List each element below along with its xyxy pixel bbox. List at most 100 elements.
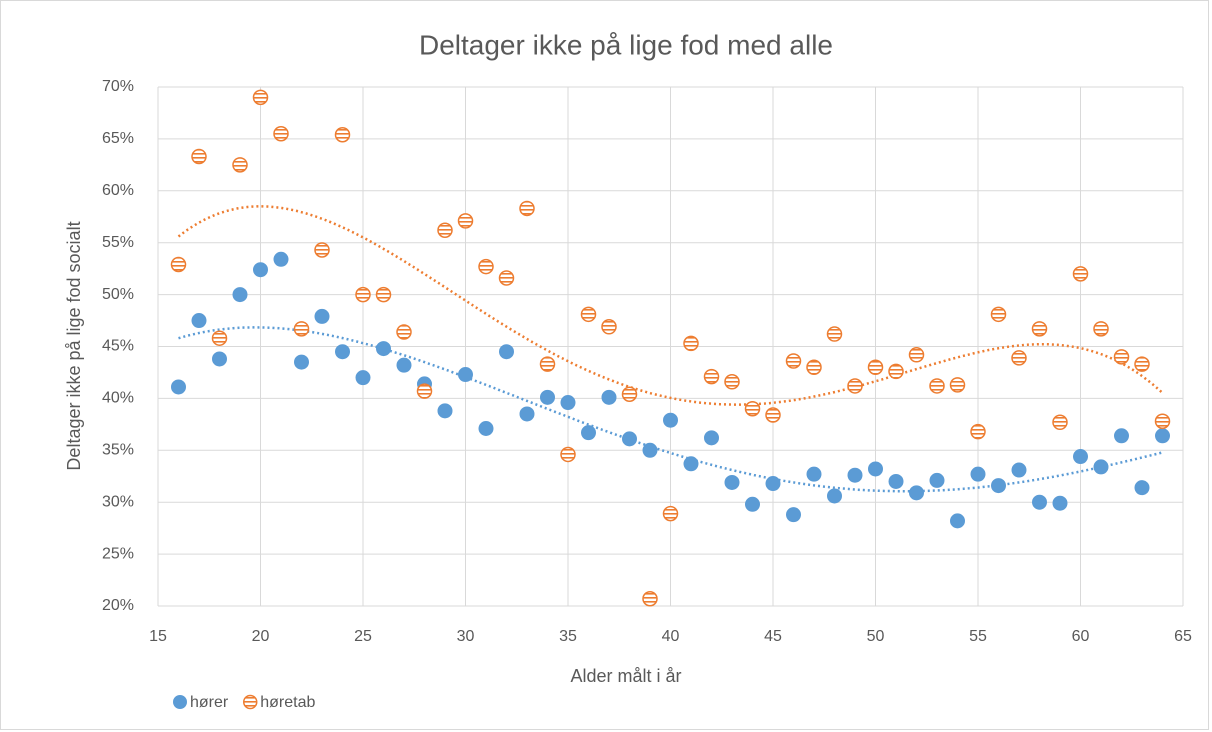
data-point xyxy=(396,357,412,373)
data-point xyxy=(826,326,843,342)
y-tick-label: 65% xyxy=(102,130,134,147)
data-point xyxy=(991,478,1006,494)
x-tick-label: 35 xyxy=(559,628,577,645)
data-point xyxy=(786,507,801,523)
data-point xyxy=(560,395,576,411)
data-point xyxy=(478,421,494,437)
data-point xyxy=(949,377,966,393)
data-point xyxy=(170,256,187,273)
data-point xyxy=(867,359,884,376)
x-tick-label: 30 xyxy=(457,628,475,645)
data-point xyxy=(683,335,699,352)
data-point xyxy=(1052,414,1068,431)
data-point xyxy=(457,213,474,229)
data-point xyxy=(191,313,207,329)
data-point xyxy=(437,222,453,238)
data-point xyxy=(765,407,781,423)
data-point xyxy=(806,359,822,376)
data-point xyxy=(868,461,883,477)
data-point xyxy=(744,401,761,417)
data-point xyxy=(519,200,535,217)
data-point xyxy=(745,496,760,512)
x-tick-label: 55 xyxy=(969,628,987,645)
data-point xyxy=(1155,428,1170,444)
data-point xyxy=(355,286,371,303)
legend-marker xyxy=(173,695,187,709)
y-tick-label: 60% xyxy=(102,182,134,199)
data-point xyxy=(847,467,863,483)
data-point xyxy=(540,389,555,405)
x-tick-label: 50 xyxy=(867,628,885,645)
x-tick-label: 65 xyxy=(1174,628,1192,645)
data-point xyxy=(498,270,515,286)
data-point xyxy=(601,389,617,405)
data-point xyxy=(478,258,494,275)
data-point xyxy=(273,125,289,142)
x-tick-label: 45 xyxy=(764,628,782,645)
y-tick-label: 55% xyxy=(102,234,134,251)
y-axis-label: Deltager ikke på lige fod socialt xyxy=(64,221,84,470)
data-point xyxy=(1032,494,1047,510)
data-point xyxy=(663,412,678,428)
data-point xyxy=(458,367,473,383)
chart-title: Deltager ikke på lige fod med alle xyxy=(419,29,833,60)
data-point xyxy=(1072,266,1089,282)
data-point xyxy=(1052,495,1068,511)
data-point xyxy=(539,356,556,372)
y-tick-label: 40% xyxy=(102,390,134,407)
data-point xyxy=(1073,449,1088,465)
data-point xyxy=(581,425,596,441)
data-point xyxy=(704,430,719,446)
data-point xyxy=(765,476,781,492)
data-point xyxy=(621,386,638,402)
data-point xyxy=(908,347,925,363)
data-point xyxy=(171,379,186,395)
data-point xyxy=(970,423,986,440)
data-point xyxy=(273,251,289,267)
data-point xyxy=(950,513,965,529)
data-point xyxy=(191,148,207,165)
data-point xyxy=(642,442,658,458)
data-point xyxy=(375,286,392,303)
x-tick-label: 60 xyxy=(1072,628,1090,645)
data-point xyxy=(1134,356,1150,372)
data-point xyxy=(1093,459,1109,475)
data-point xyxy=(232,157,248,173)
data-point xyxy=(396,324,412,340)
data-point xyxy=(1113,349,1130,365)
y-tick-label: 45% xyxy=(102,338,134,355)
data-point xyxy=(416,383,433,399)
data-point xyxy=(703,368,720,385)
data-point xyxy=(580,306,597,323)
y-tick-label: 50% xyxy=(102,286,134,303)
data-point xyxy=(929,378,945,394)
y-tick-label: 35% xyxy=(102,442,134,459)
data-point xyxy=(252,89,269,106)
data-point xyxy=(970,466,986,482)
data-point xyxy=(847,378,863,394)
data-point xyxy=(1114,428,1129,444)
data-point xyxy=(622,431,637,447)
data-point xyxy=(293,321,310,337)
legend-label: hører xyxy=(190,694,229,711)
legend-label: høretab xyxy=(260,694,315,711)
x-tick-label: 25 xyxy=(354,628,372,645)
x-axis-label: Alder målt i år xyxy=(570,666,681,686)
data-point xyxy=(827,488,842,504)
data-point xyxy=(1031,321,1048,337)
data-point xyxy=(683,456,699,472)
data-point xyxy=(909,485,924,501)
data-point xyxy=(990,306,1007,323)
y-tick-label: 70% xyxy=(102,78,134,95)
data-point xyxy=(1134,480,1150,496)
x-tick-label: 40 xyxy=(662,628,680,645)
y-tick-label: 20% xyxy=(102,597,134,614)
legend-marker xyxy=(242,694,258,710)
data-point xyxy=(785,353,802,369)
data-point xyxy=(294,354,309,370)
data-point xyxy=(355,370,371,386)
data-point xyxy=(335,344,350,360)
x-tick-label: 20 xyxy=(252,628,270,645)
